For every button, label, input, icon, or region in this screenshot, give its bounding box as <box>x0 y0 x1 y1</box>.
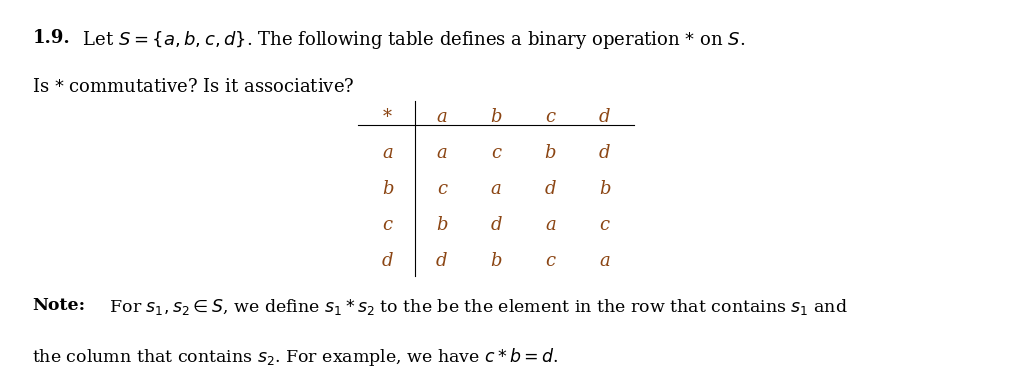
Text: For $s_1, s_2 \in S$, we define $s_1 * s_2$ to the be the element in the row tha: For $s_1, s_2 \in S$, we define $s_1 * s… <box>104 297 848 317</box>
Text: b: b <box>382 180 393 198</box>
Text: b: b <box>599 180 610 198</box>
Text: b: b <box>436 216 447 234</box>
Text: Is $*$ commutative? Is it associative?: Is $*$ commutative? Is it associative? <box>33 78 355 96</box>
Text: a: a <box>599 252 610 270</box>
Text: c: c <box>437 180 446 198</box>
Text: a: a <box>436 108 447 126</box>
Text: b: b <box>545 144 556 162</box>
Text: a: a <box>382 144 393 162</box>
Text: d: d <box>545 180 556 198</box>
Text: b: b <box>490 252 502 270</box>
Text: Note:: Note: <box>33 297 85 314</box>
Text: c: c <box>490 144 501 162</box>
Text: c: c <box>383 216 392 234</box>
Text: d: d <box>436 252 447 270</box>
Text: d: d <box>599 144 610 162</box>
Text: d: d <box>490 216 502 234</box>
Text: c: c <box>599 216 609 234</box>
Text: Let $S = \{a, b, c, d\}$. The following table defines a binary operation $*$ on : Let $S = \{a, b, c, d\}$. The following … <box>77 29 745 51</box>
Text: a: a <box>436 144 447 162</box>
Text: c: c <box>545 108 555 126</box>
Text: 1.9.: 1.9. <box>33 29 70 47</box>
Text: c: c <box>545 252 555 270</box>
Text: d: d <box>599 108 610 126</box>
Text: d: d <box>382 252 393 270</box>
Text: the column that contains $s_2$. For example, we have $c * b = d$.: the column that contains $s_2$. For exam… <box>33 346 559 368</box>
Text: a: a <box>490 180 502 198</box>
Text: *: * <box>383 108 392 126</box>
Text: b: b <box>490 108 502 126</box>
Text: a: a <box>545 216 556 234</box>
